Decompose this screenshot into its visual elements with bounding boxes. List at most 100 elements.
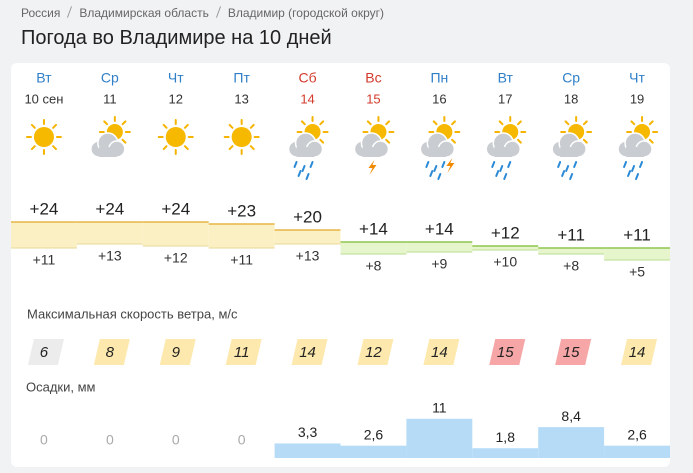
- date: 19: [630, 91, 644, 106]
- temp-min: +12: [164, 250, 188, 266]
- temp-band: [406, 242, 473, 252]
- cloud-part: [428, 147, 447, 157]
- date: 13: [234, 91, 248, 106]
- temp-max: +24: [95, 199, 124, 218]
- lightning: [368, 160, 377, 175]
- rain-drop: [441, 161, 446, 168]
- wind-title: Максимальная скорость ветра, м/с: [27, 306, 238, 321]
- wind-badge: [93, 339, 130, 365]
- rain-drop: [429, 170, 434, 177]
- temp-band: [274, 230, 341, 244]
- temp-min: +11: [33, 252, 56, 268]
- weekday: Ср: [562, 70, 580, 86]
- wind-speed: 14: [299, 344, 316, 361]
- weather-icon: [485, 116, 527, 180]
- sun-ray: [451, 120, 456, 126]
- temp-max: +11: [623, 225, 651, 244]
- date: 16: [432, 91, 446, 106]
- rain-drop: [495, 170, 500, 177]
- breadcrumb-link[interactable]: Владимирская область: [79, 6, 209, 20]
- cloud-part: [560, 147, 579, 157]
- sun-ray: [162, 145, 168, 151]
- temp-min: +13: [98, 248, 122, 264]
- lightning: [446, 158, 455, 173]
- rain-drop: [433, 165, 438, 172]
- rain-drop: [557, 161, 562, 168]
- rain-drop: [309, 161, 314, 168]
- rain-drop: [569, 173, 574, 180]
- precip-value: 2,6: [364, 426, 384, 442]
- sun-ray: [121, 120, 127, 126]
- weekday: Вт: [36, 70, 52, 86]
- wind-badge: [159, 339, 196, 365]
- breadcrumb-link[interactable]: Россия: [21, 6, 61, 20]
- temp-band: [472, 246, 539, 250]
- weather-icon: [223, 119, 260, 155]
- sun-ray: [451, 138, 456, 144]
- temp-min: +9: [431, 256, 447, 272]
- rain-drop: [297, 170, 302, 177]
- sun-ray: [30, 145, 36, 151]
- day-column: Вт 10 сен +24 +11 6 0: [11, 70, 77, 448]
- temp-min: +11: [230, 252, 253, 268]
- page-title: Погода во Владимире на 10 дней: [21, 27, 332, 49]
- rain-drop: [627, 170, 632, 177]
- wind-badge: [225, 339, 262, 365]
- precip-value: 3,3: [298, 424, 318, 440]
- rain-drop: [573, 161, 578, 168]
- sun-ray: [183, 123, 189, 129]
- sun-ray: [517, 138, 522, 144]
- rain-drop: [565, 165, 570, 172]
- weather-icon: [90, 116, 131, 158]
- sun-ray: [103, 120, 109, 126]
- precip-bar: [340, 445, 407, 458]
- day-column: Чт 19 +11 +5 14 2,6: [604, 70, 670, 458]
- day-column: Сб 14 +20 +13 14 3,3: [274, 70, 341, 458]
- wind-speed: 11: [234, 344, 250, 361]
- date: 10 сен: [24, 91, 63, 106]
- rain-drop: [293, 161, 298, 168]
- precip-value: 0: [40, 432, 48, 448]
- temp-band: [76, 222, 143, 244]
- sun-ray: [121, 138, 127, 144]
- cloud-part: [296, 147, 315, 157]
- sun-ray: [52, 145, 57, 151]
- cloud-part: [362, 147, 381, 157]
- precip-value: 0: [238, 432, 246, 448]
- sun-ray: [582, 138, 588, 144]
- wind-speed: 14: [629, 344, 646, 361]
- sun-ray: [228, 145, 234, 151]
- sun-ray: [385, 120, 391, 126]
- temp-max: +20: [293, 207, 322, 226]
- temp-band: [340, 242, 407, 254]
- sun-ray: [228, 123, 234, 129]
- wind-speed: 6: [40, 344, 49, 361]
- wind-speed: 15: [563, 344, 580, 361]
- temp-band: [538, 248, 605, 254]
- sun-ray: [319, 120, 325, 126]
- breadcrumb-link[interactable]: Владимир (городской округ): [227, 6, 384, 20]
- day-column: Пт 13 +23 +11 11 0: [208, 70, 275, 448]
- temp-band: [142, 222, 209, 246]
- breadcrumbs: Россия Владимирская область Владимир (горо…: [21, 6, 384, 20]
- date: 14: [300, 91, 314, 106]
- rain-drop: [631, 165, 636, 172]
- rain-drop: [491, 161, 496, 168]
- rain-drop: [437, 173, 442, 180]
- sun-disc: [33, 127, 54, 147]
- weekday: Чт: [629, 70, 645, 86]
- sun-ray: [319, 138, 325, 144]
- wind-badge: [489, 339, 526, 365]
- rain-drop: [305, 173, 310, 180]
- wind-badge: [621, 339, 658, 365]
- wind-badge: [423, 339, 460, 365]
- weather-icon: [157, 119, 194, 155]
- sun-disc: [231, 127, 252, 147]
- sun-ray: [366, 120, 372, 126]
- sun-ray: [162, 123, 168, 129]
- weather-icon: [25, 119, 62, 155]
- precip-bar: [406, 418, 473, 458]
- temp-max: +11: [557, 225, 585, 244]
- precip-title: Осадки, мм: [26, 379, 96, 394]
- precip-value: 11: [432, 400, 447, 416]
